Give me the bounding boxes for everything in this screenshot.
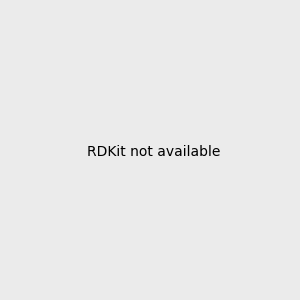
Text: RDKit not available: RDKit not available [87, 145, 220, 158]
